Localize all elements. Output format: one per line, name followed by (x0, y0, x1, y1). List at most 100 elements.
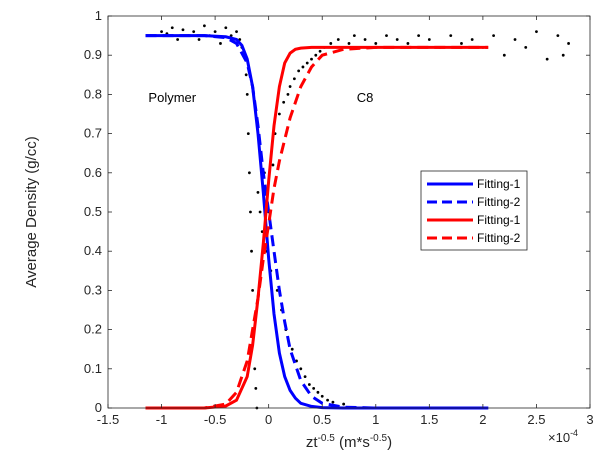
scatter-point-70 (374, 42, 378, 45)
scatter-point-60 (320, 394, 324, 398)
scatter-point-67 (347, 42, 351, 45)
scatter-point-7 (192, 30, 196, 34)
legend-label-0: Fitting-1 (477, 177, 521, 191)
scatter-point-47 (292, 77, 296, 81)
chart-series (145, 34, 489, 410)
scatter-point-73 (406, 42, 410, 45)
scatter-point-62 (326, 398, 329, 402)
scatter-point-82 (502, 53, 506, 57)
scatter-point-66 (342, 402, 346, 406)
x-tick-label-7: 2 (479, 412, 486, 427)
scatter-point-40 (277, 112, 281, 116)
scatter-point-89 (567, 42, 570, 45)
scatter-point-3 (170, 26, 174, 30)
scatter-point-68 (352, 34, 356, 37)
y-tick-label-1: 0.1 (84, 361, 102, 376)
y-tick-label-2: 0.2 (84, 322, 102, 337)
x-tick-label-1: -1 (156, 412, 168, 427)
scatter-point-57 (314, 53, 318, 57)
x-tick-label-3: 0 (265, 412, 272, 427)
legend: Fitting-1 Fitting-2 Fitting-1 Fitting-2 (420, 170, 528, 251)
x-label-base: zt (306, 434, 319, 451)
scatter-point-55 (310, 57, 313, 61)
x-tick-label-8: 2.5 (527, 412, 545, 427)
scatter-point-88 (561, 53, 565, 57)
scatter-point-64 (331, 400, 335, 404)
y-tick-label-7: 0.7 (84, 126, 102, 141)
scatter-point-42 (282, 100, 286, 104)
scatter-point-49 (297, 69, 301, 73)
y-tick-label-10: 1 (95, 8, 102, 23)
y-axis-label: Average Density (g/cc) (23, 136, 40, 287)
scatter-point-11 (213, 30, 217, 34)
scatter-point-50 (299, 367, 303, 371)
y-tick-label-4: 0.4 (84, 243, 102, 258)
scatter-point-59 (318, 49, 322, 53)
y-tick-label-3: 0.3 (84, 282, 102, 297)
y-tick-label-5: 0.5 (84, 204, 102, 219)
scatter-point-15 (235, 30, 238, 34)
scatter-point-37 (271, 163, 275, 167)
scatter-point-74 (417, 34, 421, 37)
annotation-polymer: Polymer (148, 90, 196, 105)
x-multiplier: ×10-4 (548, 428, 578, 445)
scatter-point-19 (244, 73, 248, 77)
x-ticks: -1.5 -1 -0.5 0 0.5 1 1.5 2 2.5 3 (97, 16, 594, 427)
scatter-point-53 (305, 61, 309, 65)
scatter-point-77 (449, 34, 453, 37)
legend-label-2: Fitting-1 (477, 213, 521, 227)
scatter-point-72 (395, 38, 399, 41)
x-label-sup1: -0.5 (318, 433, 336, 444)
x-multiplier-base: ×10 (548, 430, 570, 445)
x-tick-label-5: 1 (372, 412, 379, 427)
scatter-point-86 (545, 57, 549, 61)
scatter-point-24 (250, 249, 253, 253)
scatter-point-51 (301, 65, 305, 69)
scatter-point-87 (556, 34, 560, 37)
scatter-point-25 (251, 289, 255, 292)
series-line-2 (145, 45, 489, 410)
scatter-point-75 (427, 38, 431, 41)
y-tick-label-9: 0.9 (84, 47, 102, 62)
scatter-point-69 (363, 38, 367, 41)
scatter-point-13 (224, 26, 228, 30)
series-line-0 (145, 34, 489, 410)
scatter-point-9 (203, 24, 206, 28)
scatter-point-81 (492, 34, 495, 37)
scatter-point-12 (219, 42, 222, 45)
scatter-point-46 (290, 347, 294, 351)
x-tick-label-4: 0.5 (313, 412, 331, 427)
scatter-point-78 (460, 42, 463, 45)
scatter-point-27 (253, 367, 257, 371)
scatter-point-4 (176, 38, 180, 41)
legend-label-1: Fitting-2 (477, 195, 521, 209)
series-line-1 (145, 34, 489, 410)
x-tick-label-6: 1.5 (420, 412, 438, 427)
annotation-c8: C8 (357, 90, 374, 105)
scatter-point-71 (385, 34, 388, 37)
scatter-point-28 (254, 387, 258, 390)
scatter-point-45 (288, 85, 292, 88)
scatter-point-84 (524, 45, 528, 49)
scatter-point-83 (513, 38, 517, 41)
scatter-point-23 (249, 210, 252, 214)
x-label-sup2: -0.5 (370, 433, 388, 444)
scatter-point-1 (160, 30, 163, 34)
scatter-point-79 (470, 38, 474, 41)
scatter-point-5 (181, 28, 185, 32)
legend-label-3: Fitting-2 (477, 231, 521, 245)
scatter-point-65 (336, 38, 340, 41)
scatter-point-31 (258, 210, 262, 214)
scatter-point-52 (303, 375, 307, 379)
y-tick-label-0: 0 (95, 400, 102, 415)
scatter-point-58 (316, 390, 320, 394)
scatter-point-8 (197, 38, 201, 41)
x-tick-label-0: -1.5 (97, 412, 119, 427)
scatter-point-44 (286, 93, 290, 96)
scatter-point-56 (312, 387, 316, 390)
scatter-point-54 (307, 383, 311, 386)
y-tick-label-6: 0.6 (84, 165, 102, 180)
x-label-end: ) (387, 434, 392, 451)
scatter-point-22 (247, 171, 251, 175)
